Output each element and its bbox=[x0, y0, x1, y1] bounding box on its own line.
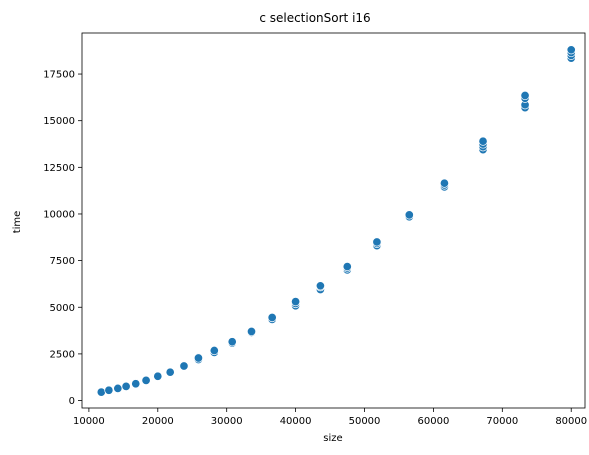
data-points bbox=[96, 45, 576, 397]
x-tick-label: 10000 bbox=[73, 416, 105, 427]
y-tick-label: 2500 bbox=[50, 349, 75, 360]
x-tick-label: 20000 bbox=[142, 416, 174, 427]
data-point bbox=[131, 379, 141, 389]
data-point bbox=[227, 337, 237, 347]
x-tick-label: 70000 bbox=[486, 416, 518, 427]
data-point bbox=[315, 281, 325, 291]
plot-area-frame bbox=[81, 32, 586, 409]
x-axis-label: size bbox=[323, 433, 342, 444]
x-tick-label: 40000 bbox=[280, 416, 312, 427]
data-point bbox=[179, 361, 189, 371]
data-point bbox=[193, 353, 203, 363]
data-point bbox=[141, 375, 151, 385]
data-point bbox=[246, 326, 257, 337]
y-axis-label: time bbox=[12, 211, 23, 234]
data-point bbox=[165, 367, 175, 377]
y-tick-label: 12500 bbox=[43, 163, 75, 174]
data-point bbox=[267, 312, 277, 323]
data-point bbox=[153, 371, 163, 381]
data-point bbox=[121, 381, 131, 391]
data-point bbox=[113, 383, 123, 393]
data-point bbox=[291, 297, 301, 307]
y-tick-label: 7500 bbox=[50, 256, 75, 267]
data-point bbox=[96, 387, 106, 397]
chart-title: c selectionSort i16 bbox=[259, 11, 370, 25]
data-point bbox=[439, 178, 449, 188]
y-tick-label: 15000 bbox=[43, 116, 75, 127]
x-tick-label: 80000 bbox=[555, 416, 587, 427]
data-point bbox=[372, 237, 382, 247]
data-point bbox=[104, 385, 114, 395]
x-tick-label: 30000 bbox=[211, 416, 243, 427]
data-point bbox=[404, 210, 414, 220]
y-tick-label: 5000 bbox=[50, 303, 75, 314]
data-point bbox=[209, 345, 219, 356]
y-tick-label: 10000 bbox=[43, 209, 75, 220]
x-tick-label: 50000 bbox=[349, 416, 381, 427]
data-point bbox=[342, 262, 352, 272]
y-tick-label: 17500 bbox=[43, 70, 75, 81]
x-tick-label: 60000 bbox=[418, 416, 450, 427]
data-point bbox=[566, 45, 576, 55]
data-point bbox=[478, 136, 488, 146]
y-axis-ticks: 0 2500 5000 7500 10000 12500 15000 17500 bbox=[43, 70, 82, 407]
x-axis-ticks: 10000 20000 30000 40000 50000 60000 70000 80000 bbox=[73, 408, 587, 427]
y-tick-label: 0 bbox=[69, 396, 75, 407]
data-point bbox=[520, 90, 530, 101]
